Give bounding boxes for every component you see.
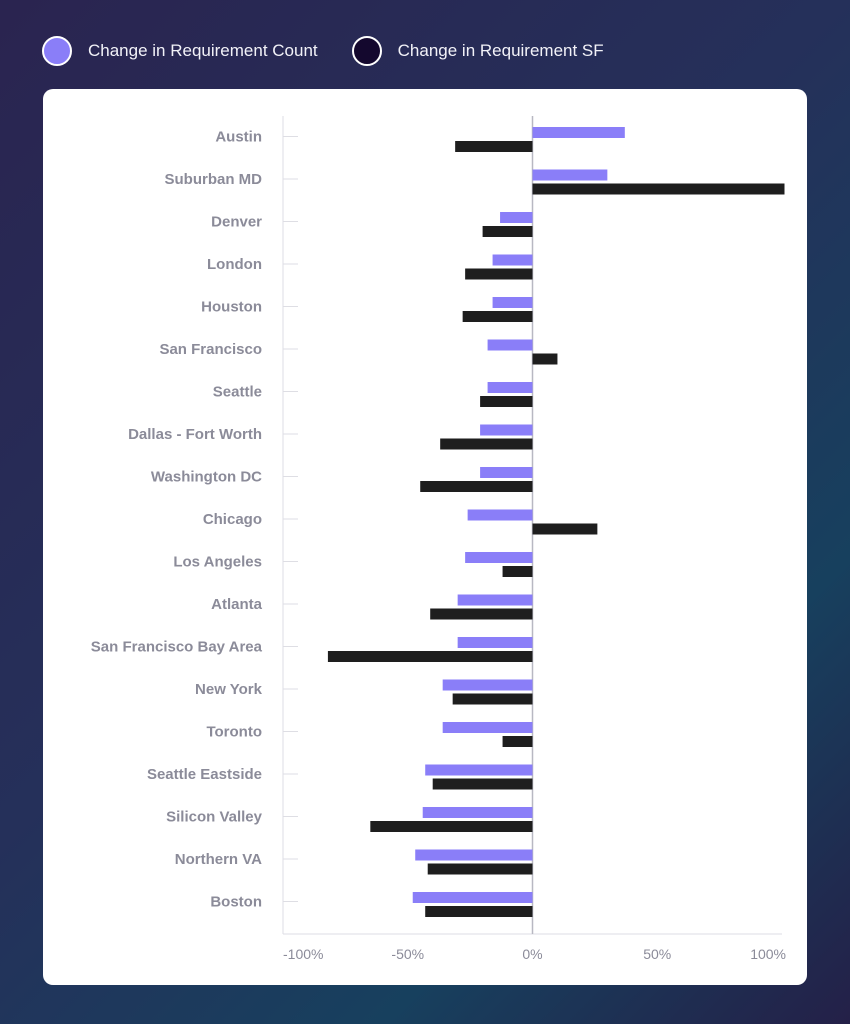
bar-requirement-count [412, 892, 533, 903]
bar-requirement-sf [430, 608, 533, 620]
category-label: San Francisco [159, 341, 262, 358]
category-label: Dallas - Fort Worth [128, 426, 262, 443]
category-label: Los Angeles [173, 554, 262, 571]
bar-requirement-count [457, 637, 533, 648]
category-label: Austin [215, 129, 262, 146]
bar-requirement-sf [502, 566, 533, 577]
bar-requirement-count [500, 212, 533, 223]
x-tick-label: -100% [283, 946, 323, 962]
bar-requirement-sf [425, 906, 533, 917]
legend-label-count: Change in Requirement Count [88, 41, 318, 60]
bar-requirement-count [492, 254, 533, 266]
category-label: Denver [211, 214, 262, 231]
bar-requirement-count [415, 849, 533, 861]
bar-requirement-sf [370, 821, 533, 832]
legend-item-sf: Change in Requirement SF [351, 36, 604, 66]
x-tick-label: -50% [391, 946, 424, 962]
bar-requirement-count [442, 679, 533, 691]
category-label: Washington DC [151, 469, 262, 486]
bar-requirement-count [480, 424, 533, 436]
bar-requirement-sf [455, 141, 533, 152]
legend-label-sf: Change in Requirement SF [397, 41, 604, 60]
category-label: London [207, 256, 262, 273]
bar-requirement-sf [432, 778, 533, 790]
bar-requirement-sf [420, 481, 533, 492]
bar-requirement-sf [480, 396, 533, 407]
bar-requirement-sf [482, 226, 533, 237]
x-tick-label: 50% [643, 946, 671, 962]
bar-requirement-count [480, 467, 533, 478]
bar-requirement-sf [465, 268, 533, 280]
legend-item-count: Change in Requirement Count [42, 36, 318, 66]
chart-card: Austin Suburban MD Denver London Houston San … [43, 89, 807, 985]
category-label: San Francisco Bay Area [91, 639, 263, 656]
bar-chart: Austin Suburban MD Denver London Houston San … [91, 116, 786, 962]
bar-requirement-sf [427, 863, 533, 875]
bar-requirement-sf [532, 523, 598, 535]
bar-requirement-sf [532, 353, 558, 365]
bar-requirement-sf [327, 651, 533, 662]
bar-requirement-count [442, 722, 533, 733]
category-label: Silicon Valley [166, 809, 263, 826]
bar-requirement-count [532, 127, 625, 138]
category-label: Chicago [203, 511, 262, 528]
bar-requirement-count [465, 552, 533, 563]
bar-requirement-count [487, 339, 533, 351]
bar-requirement-count [492, 297, 533, 308]
category-label: Suburban MD [165, 171, 263, 188]
bar-requirement-count [422, 807, 533, 818]
category-label: Seattle [213, 384, 262, 401]
category-label: Northern VA [175, 851, 262, 868]
category-label: Houston [201, 299, 262, 316]
bar-requirement-count [425, 764, 533, 776]
category-label: Atlanta [211, 596, 262, 613]
category-label: Boston [210, 894, 262, 911]
chart-legend: Change in Requirement Count Change in Re… [42, 33, 638, 69]
bar-requirement-count [467, 509, 533, 521]
bar-requirement-sf [440, 438, 533, 450]
bar-requirement-count [487, 382, 533, 393]
category-label: Toronto [206, 724, 262, 741]
legend-swatch-count [42, 36, 72, 66]
bar-requirement-count [457, 594, 533, 606]
bar-requirement-count [532, 169, 608, 181]
bar-requirement-sf [502, 736, 533, 747]
bar-requirement-sf [532, 183, 785, 195]
bar-requirement-sf [462, 311, 533, 322]
category-label: Seattle Eastside [147, 766, 262, 783]
x-tick-label: 0% [522, 946, 542, 962]
x-tick-label: 100% [750, 946, 786, 962]
legend-swatch-sf [351, 36, 382, 66]
bar-requirement-sf [452, 693, 533, 705]
category-label: New York [195, 681, 263, 698]
